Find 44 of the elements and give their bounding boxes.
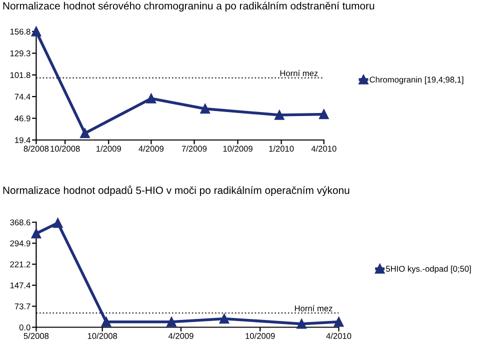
y-tick-label: 156.8	[10, 28, 30, 35]
point	[296, 318, 306, 329]
legend-label: Chromogranin [19,4;98,1]	[370, 76, 464, 84]
chart-title: Normalizace hodnot odpadů 5-HIO v moči po radikálním operačním výkonu	[3, 186, 350, 196]
y-tick-label: 294.9	[10, 240, 30, 246]
y-tick-label: 147.4	[10, 282, 30, 288]
point	[146, 94, 156, 104]
chart-title: Normalizace hodnot sérového chromograninu a po radikálním odstranění tumoru	[3, 2, 374, 12]
y-tick-label: 0.0	[19, 324, 30, 330]
y-tick-label: 221.2	[10, 261, 30, 268]
point	[274, 110, 284, 120]
y-tick-label: 129.3	[10, 50, 30, 56]
legend-label: 5HIO kys.-odpad [0;50]	[386, 266, 471, 274]
x-tick-label: 5/2008	[24, 332, 49, 339]
x-tick-label: 10/2009	[246, 332, 275, 339]
point	[200, 104, 210, 114]
point	[80, 128, 90, 138]
point	[52, 218, 63, 228]
y-tick-label: 74.4	[14, 94, 30, 100]
point	[31, 26, 42, 36]
point	[166, 316, 176, 327]
x-tick-label: 1/2010	[269, 146, 294, 152]
ref-line-label: Horní mez	[280, 70, 318, 76]
x-tick-label: 10/2008	[88, 332, 118, 339]
x-tick-label: 4/2010	[311, 146, 336, 152]
x-tick-label: 8/2008	[24, 146, 49, 152]
y-tick-label: 368.6	[10, 219, 30, 226]
x-tick-label: 10/2009	[223, 146, 252, 152]
x-tick-label: 4/2009	[168, 332, 194, 339]
x-tick-label: 10/2008	[50, 146, 80, 152]
x-tick-label: 4/2010	[326, 332, 352, 339]
point	[31, 228, 42, 238]
y-tick-label: 101.8	[10, 72, 30, 78]
point	[334, 316, 344, 327]
y-tick-label: 73.7	[14, 303, 30, 310]
point	[219, 314, 230, 324]
ref-line-label: Horní mez	[294, 305, 332, 312]
x-tick-label: 7/2009	[182, 146, 207, 152]
x-tick-label: 4/2009	[138, 146, 164, 152]
y-tick-label: 46.9	[14, 115, 30, 122]
point	[319, 109, 329, 120]
point	[101, 316, 112, 327]
y-tick-label: 19.4	[15, 137, 30, 144]
x-tick-label: 1/2009	[96, 146, 121, 152]
